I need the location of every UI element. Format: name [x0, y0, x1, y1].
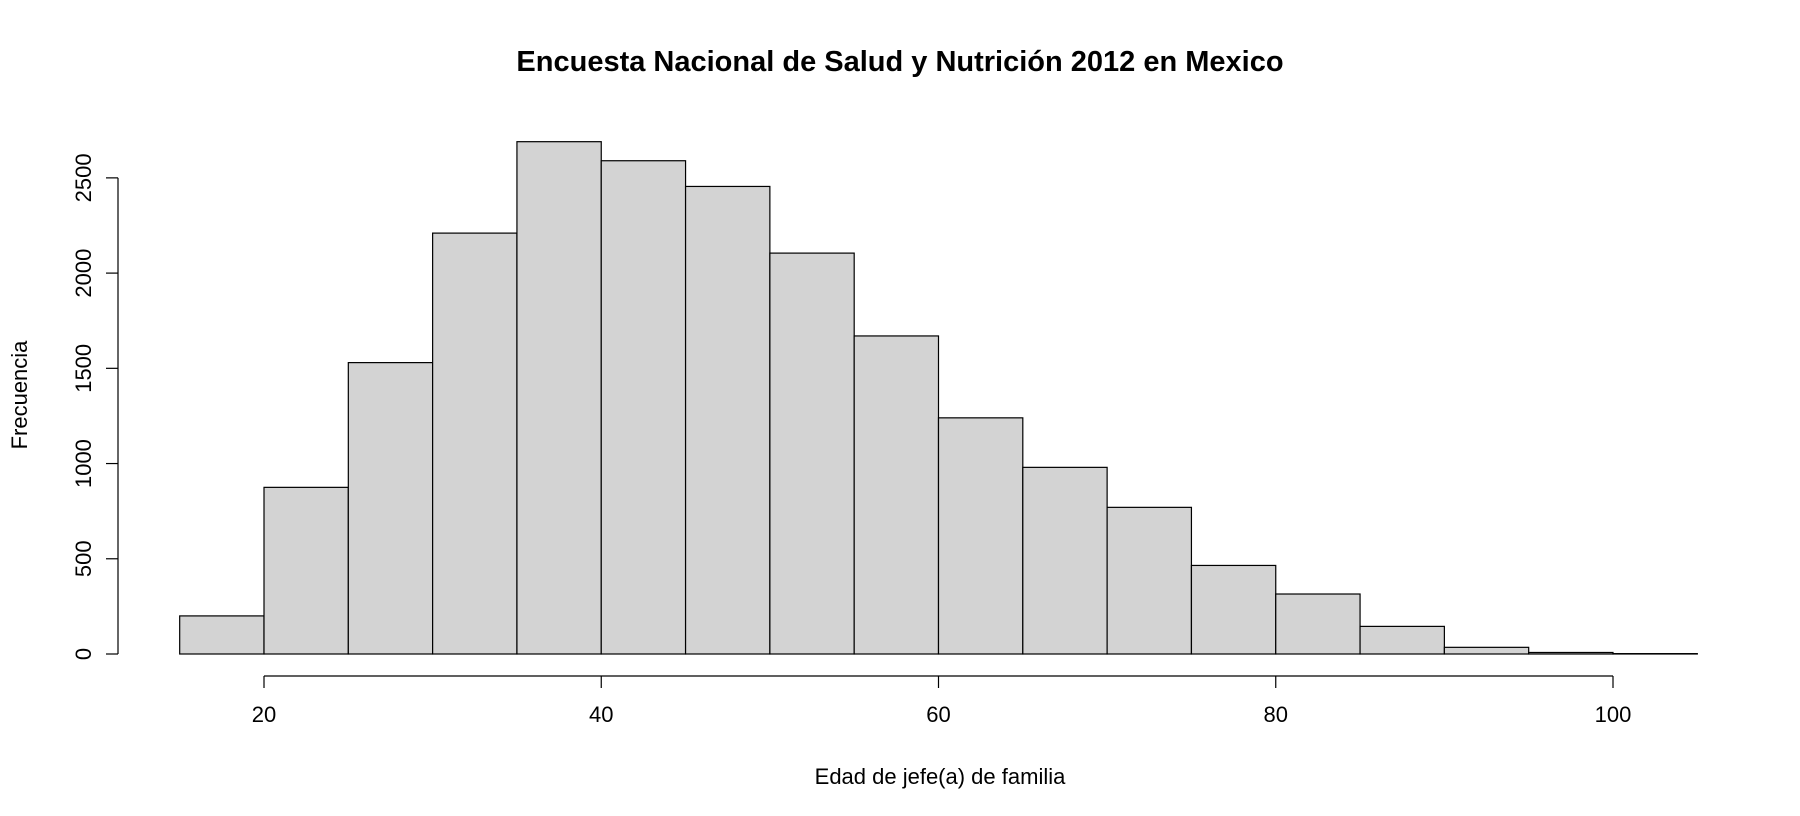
histogram-bar — [516, 141, 602, 655]
x-tick-label: 60 — [926, 702, 950, 727]
x-tick-label: 40 — [589, 702, 613, 727]
bars-group — [179, 141, 1698, 655]
histogram-bar — [853, 335, 940, 655]
y-ticks-group: 0 500 1000 1500 2000 2500 — [71, 153, 118, 660]
histogram-bar — [1106, 506, 1193, 655]
histogram-bar — [600, 160, 687, 655]
y-tick-label: 0 — [71, 648, 96, 660]
histogram-bar — [432, 232, 518, 655]
x-tick-label: 80 — [1264, 702, 1288, 727]
histogram-bar — [1275, 593, 1361, 655]
y-tick-label: 1000 — [71, 439, 96, 488]
histogram-bar — [179, 615, 265, 655]
y-tick-label: 500 — [71, 540, 96, 577]
histogram-bar — [1359, 625, 1445, 655]
y-axis-label: Frecuencia — [7, 340, 32, 450]
histogram-bar — [1022, 466, 1108, 655]
y-tick-label: 2500 — [71, 153, 96, 202]
chart-title: Encuesta Nacional de Salud y Nutrición 2… — [516, 46, 1283, 78]
histogram-bar — [347, 362, 434, 655]
histogram-bar — [1528, 651, 1614, 655]
histogram-bar — [1190, 564, 1277, 655]
histogram-bar — [1443, 646, 1530, 655]
x-tick-label: 100 — [1595, 702, 1632, 727]
x-ticks-group: 20 40 60 80 100 — [252, 676, 1632, 727]
histogram-bar — [263, 486, 349, 655]
histogram-bar — [769, 252, 855, 655]
x-tick-label: 20 — [252, 702, 276, 727]
y-tick-label: 1500 — [71, 344, 96, 393]
x-axis-label: Edad de jefe(a) de familia — [815, 764, 1066, 789]
y-tick-label: 2000 — [71, 249, 96, 298]
histogram-bar — [937, 417, 1024, 655]
histogram-bar — [684, 185, 771, 655]
